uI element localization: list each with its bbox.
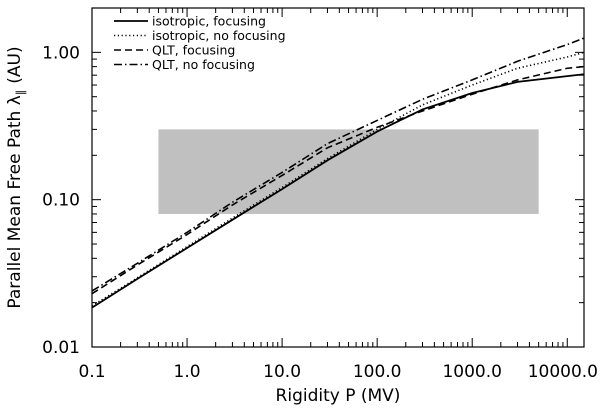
plot-frame: [91, 7, 585, 348]
series-line-1: [91, 73, 585, 309]
x-tick-label: 10000.0: [528, 362, 598, 382]
shaded-region: [158, 129, 539, 214]
x-tick-label: 100.0: [353, 362, 402, 382]
y-axis-label: Parallel Mean Free Path λ∥ (AU): [5, 46, 27, 308]
x-tick-label: 10.0: [263, 362, 301, 382]
y-axis-label-text: Parallel Mean Free Path λ: [5, 95, 25, 308]
y-axis-label-subscript: ∥: [14, 90, 27, 96]
x-tick-label: 1000.0: [442, 362, 501, 382]
y-tick-label: 0.01: [42, 338, 80, 358]
legend-label-2: isotropic, no focusing: [152, 28, 286, 43]
y-tick-label: 0.10: [42, 191, 80, 211]
legend-label-1: isotropic, focusing: [152, 14, 266, 29]
legend-label-4: QLT, no focusing: [152, 57, 255, 72]
x-axis-label: Rigidity P (MV): [276, 386, 401, 406]
series-line-3: [91, 65, 585, 295]
x-tick-label: 1.0: [174, 362, 201, 382]
y-tick-label: 1.00: [42, 43, 80, 63]
legend-label-3: QLT, focusing: [152, 43, 235, 58]
x-tick-label: 0.1: [78, 362, 105, 382]
y-axis-label-unit: (AU): [5, 46, 25, 83]
